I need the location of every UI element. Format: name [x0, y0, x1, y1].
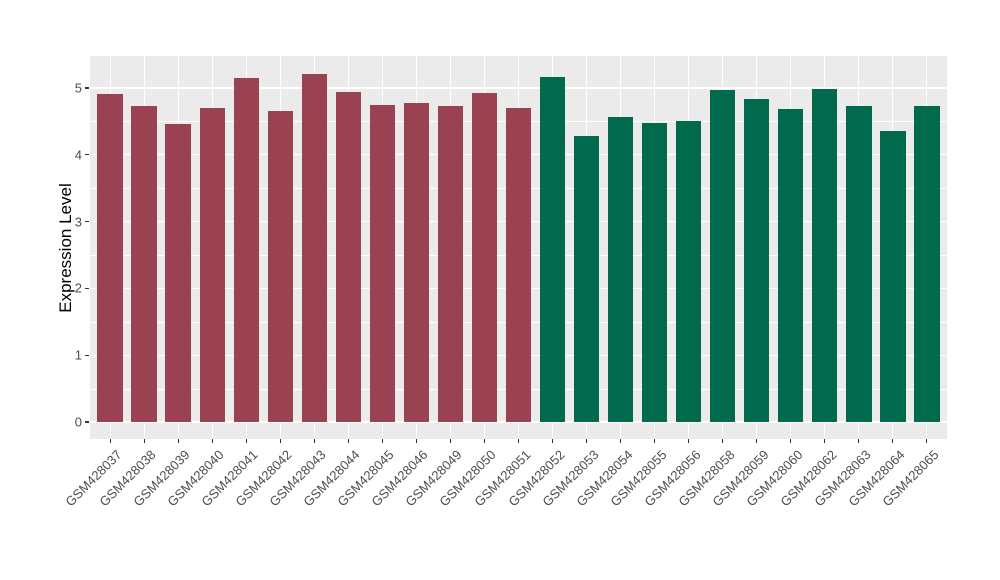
bar-GSM428046 — [403, 102, 430, 422]
x-tick-mark — [585, 439, 588, 443]
bar-GSM428052 — [539, 76, 566, 422]
x-tick-mark — [109, 439, 111, 443]
bar-GSM428053 — [573, 136, 600, 422]
x-tick-mark — [279, 439, 282, 443]
x-tick-mark — [211, 439, 214, 443]
x-tick-mark — [313, 439, 316, 443]
x-tick-mark — [483, 439, 486, 443]
x-tick-mark — [415, 439, 418, 443]
y-tick-mark — [85, 287, 89, 289]
x-tick-mark — [789, 439, 792, 443]
x-tick-mark — [857, 439, 860, 443]
x-tick-mark — [687, 439, 690, 443]
bar-GSM428059 — [743, 99, 770, 422]
bar-GSM428045 — [369, 105, 396, 422]
bar-GSM428050 — [471, 92, 498, 422]
plot-panel — [90, 56, 947, 439]
x-tick-mark — [891, 439, 894, 443]
bar-GSM428062 — [811, 88, 838, 422]
x-tick-mark — [619, 439, 622, 443]
bar-GSM428037 — [97, 94, 124, 422]
bar-GSM428042 — [267, 110, 294, 422]
bar-GSM428060 — [777, 109, 804, 422]
bar-GSM428041 — [233, 77, 260, 422]
bar-GSM428064 — [879, 131, 906, 422]
y-tick-label: 3 — [74, 214, 82, 230]
x-tick-mark — [551, 439, 554, 443]
bar-GSM428040 — [199, 108, 226, 422]
y-tick-mark — [85, 154, 89, 156]
y-tick-mark — [85, 87, 89, 89]
y-tick-label: 0 — [74, 414, 82, 430]
bar-GSM428043 — [301, 73, 328, 422]
y-tick-mark — [85, 421, 89, 423]
bar-GSM428054 — [607, 117, 634, 422]
x-tick-mark — [143, 439, 145, 443]
x-tick-mark — [177, 439, 179, 443]
y-tick-label: 2 — [74, 280, 82, 296]
y-tick-label: 4 — [74, 147, 82, 163]
y-tick-label: 1 — [74, 347, 82, 363]
bar-GSM428038 — [131, 106, 158, 422]
bar-GSM428055 — [641, 123, 668, 422]
bar-GSM428051 — [505, 108, 532, 422]
bar-GSM428044 — [335, 92, 362, 422]
x-tick-mark — [347, 439, 350, 443]
x-tick-mark — [721, 439, 724, 443]
x-tick-mark — [823, 439, 826, 443]
x-tick-mark — [381, 439, 384, 443]
y-tick-mark — [85, 354, 89, 356]
x-tick-mark — [517, 439, 520, 443]
x-tick-mark — [449, 439, 452, 443]
x-tick-mark — [755, 439, 758, 443]
bar-GSM428056 — [675, 121, 702, 422]
x-tick-mark — [925, 439, 928, 443]
x-tick-mark — [245, 439, 248, 443]
y-tick-mark — [85, 221, 89, 223]
bar-GSM428039 — [165, 124, 192, 422]
bar-GSM428063 — [845, 106, 872, 422]
bar-GSM428058 — [709, 90, 736, 422]
y-tick-label: 5 — [74, 80, 82, 96]
bar-GSM428049 — [437, 106, 464, 422]
x-tick-mark — [653, 439, 656, 443]
bar-GSM428065 — [913, 106, 940, 422]
